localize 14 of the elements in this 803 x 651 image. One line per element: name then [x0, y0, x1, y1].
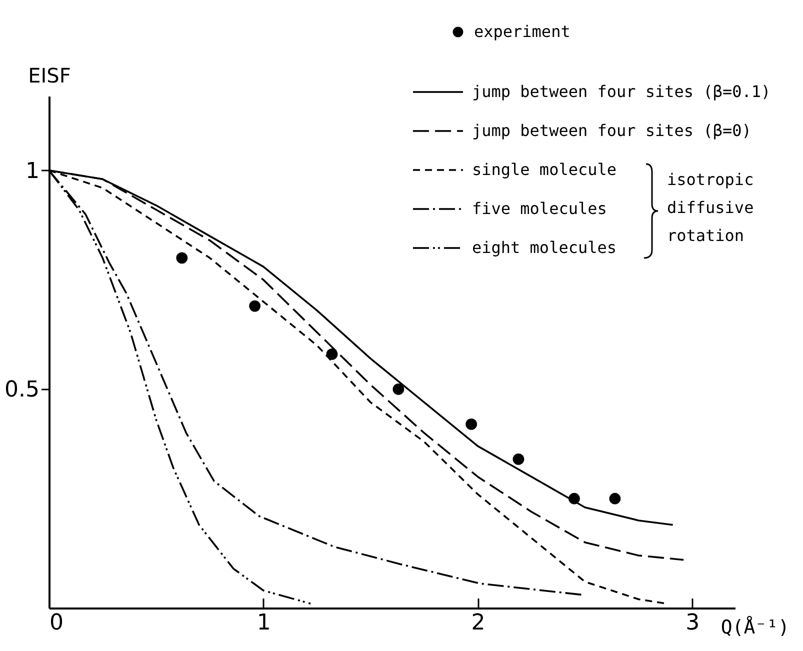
x-tick-label: 3 — [686, 610, 700, 636]
legend-label: single molecule — [472, 160, 616, 179]
legend-label: five molecules — [472, 199, 607, 218]
legend-label: experiment — [474, 22, 570, 41]
legend-label: jump between four sites (β=0) — [472, 121, 752, 140]
legend-label: jump between four sites (β=0.1) — [472, 82, 771, 101]
x-tick-label: 2 — [471, 610, 486, 636]
legend-label: eight molecules — [472, 238, 616, 257]
x-tick-label: 1 — [256, 610, 271, 636]
annotation: isotropic diffusive rotation — [667, 170, 754, 245]
x-tick-label: 0 — [50, 610, 64, 636]
y-axis-title: EISF — [28, 64, 71, 88]
x-axis-title: Q(Å⁻¹) — [720, 616, 790, 638]
y-tick-label: 0.5 — [4, 378, 40, 403]
